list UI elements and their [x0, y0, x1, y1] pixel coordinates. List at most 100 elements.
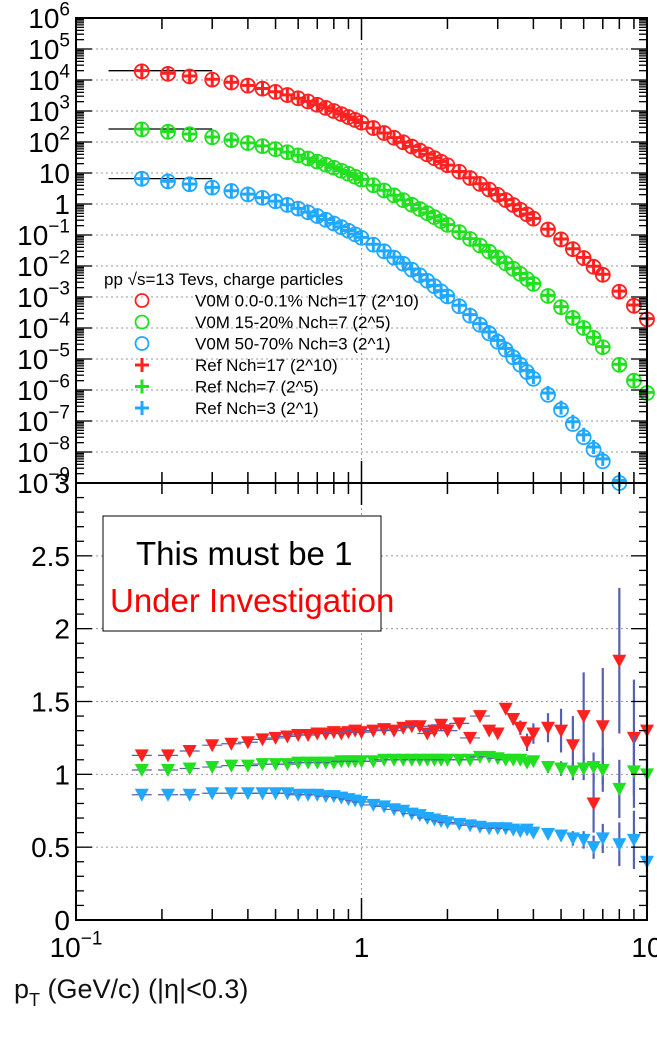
data-point: [326, 103, 341, 118]
data-point: [612, 284, 627, 299]
data-point: [160, 788, 175, 802]
y-tick-label: 10−4: [17, 309, 70, 344]
data-point: [310, 208, 325, 223]
data-point: [452, 298, 467, 313]
data-point: [586, 841, 601, 855]
data-point: [595, 267, 610, 282]
x-axis-title: pT (GeV/c) (|η|<0.3): [14, 974, 248, 1011]
data-point: [318, 100, 333, 115]
x-tick-label: 10−1: [50, 928, 103, 963]
y-tick-label: 10−3: [17, 278, 70, 313]
data-point: [506, 197, 521, 212]
data-point: [341, 110, 356, 125]
data-point: [472, 238, 487, 253]
data-point: [160, 763, 175, 777]
data-point: [440, 753, 455, 767]
data-point: [404, 139, 419, 154]
data-point: [268, 758, 283, 772]
data-point: [240, 787, 255, 801]
x-tick-label: 1: [354, 932, 370, 963]
data-point: [205, 761, 220, 775]
y-tick-label: 10−5: [17, 340, 70, 375]
data-point: [366, 724, 381, 738]
data-point: [498, 702, 513, 716]
data-point: [554, 829, 569, 843]
data-point: [595, 832, 610, 846]
data-point: [526, 755, 541, 769]
data-point: [412, 267, 427, 282]
legend-marker: [135, 379, 149, 394]
data-point: [366, 237, 381, 252]
data-point: [354, 230, 369, 245]
data-point: [377, 243, 392, 258]
data-point: [554, 400, 569, 415]
data-point: [301, 94, 316, 109]
data-point: [498, 192, 513, 207]
data-point: [626, 765, 641, 779]
data-point: [268, 194, 283, 209]
data-point: [595, 763, 610, 777]
data-point: [520, 363, 535, 378]
legend-marker: [135, 401, 149, 415]
data-point: [595, 720, 610, 734]
data-point: [160, 749, 175, 763]
data-point: [427, 724, 442, 738]
data-point: [396, 135, 411, 150]
data-point: [565, 310, 580, 325]
legend-label: V0M 15-20% Nch=7 (2^5): [195, 313, 391, 332]
ratio-series-20a8ff: [131, 787, 654, 906]
data-point: [452, 817, 467, 831]
data-point: [498, 255, 513, 270]
data-point: [240, 759, 255, 773]
data-point: [280, 758, 295, 772]
data-point: [240, 187, 255, 202]
bottom-ratio-panel: 0 0.5 1 1.5 2 2.5 3 10−1 1 10 This must be 1 Und…: [31, 468, 657, 963]
legend-header: pp √s=13 Tevs, charge particles: [104, 270, 343, 289]
data-point: [540, 828, 555, 842]
data-point: [440, 724, 455, 738]
y-tick-label: 2: [54, 614, 70, 645]
legend-marker: [134, 336, 150, 351]
data-point: [268, 787, 283, 801]
y-tick-label: 10−9: [17, 464, 70, 499]
data-point: [134, 763, 149, 777]
y-tick-label: 1: [54, 759, 70, 790]
annotation-frame: [102, 515, 382, 632]
data-point: [463, 819, 478, 833]
legend-marker: [134, 293, 150, 308]
data-point: [526, 276, 541, 291]
ratio-series-20e020: [131, 730, 654, 819]
data-point: [366, 120, 381, 135]
data-point: [506, 261, 521, 276]
y-tick-label: 0.5: [31, 832, 70, 863]
data-point: [626, 298, 641, 313]
data-point: [396, 256, 411, 271]
data-point: [134, 749, 149, 763]
data-point: [134, 63, 149, 78]
x-axis-title-subscript: T: [29, 990, 41, 1010]
data-point: [506, 712, 521, 726]
data-point: [482, 244, 497, 259]
data-point: [387, 250, 402, 265]
data-point: [463, 231, 478, 246]
data-point: [291, 201, 306, 216]
data-point: [595, 451, 610, 466]
data-point: [334, 163, 349, 178]
data-point: [576, 833, 591, 847]
data-point: [280, 730, 295, 744]
data-point: [310, 154, 325, 169]
legend-entries: V0M 0.0-0.1% Nch=17 (2^10) V0M 15-20% Nch…: [134, 292, 419, 418]
data-point: [291, 91, 306, 106]
data-point: [280, 145, 295, 160]
data-point: [540, 288, 555, 303]
data-point: [268, 84, 283, 99]
data-point: [586, 330, 601, 345]
data-point: [576, 320, 591, 335]
data-point: [440, 816, 455, 830]
x-axis-title-main: p: [14, 974, 30, 1004]
data-point: [280, 787, 295, 801]
data-point: [626, 833, 641, 847]
data-point: [134, 122, 149, 137]
data-point: [240, 78, 255, 93]
data-point: [354, 115, 369, 130]
